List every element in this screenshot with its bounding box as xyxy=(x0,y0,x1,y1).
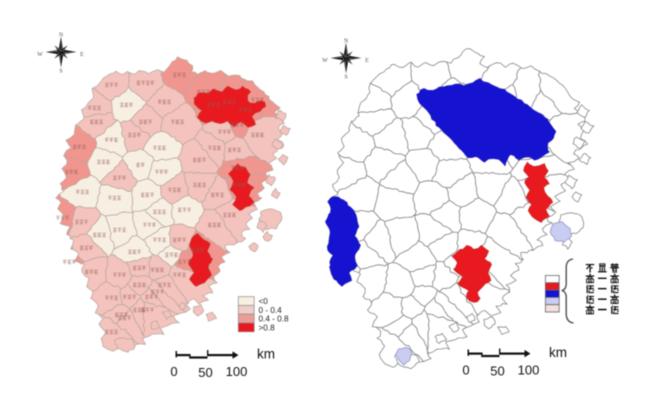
svg-text:W: W xyxy=(37,52,43,58)
svg-text:100: 100 xyxy=(226,364,248,379)
svg-text:50: 50 xyxy=(490,364,504,379)
svg-text:E: E xyxy=(80,52,84,58)
svg-text:0: 0 xyxy=(462,363,469,378)
svg-text:100: 100 xyxy=(518,363,540,378)
svg-text:0 - 0.4: 0 - 0.4 xyxy=(259,306,283,315)
svg-text:0: 0 xyxy=(170,364,177,379)
svg-text:S: S xyxy=(59,69,62,75)
svg-text:50: 50 xyxy=(198,365,212,380)
svg-text:N: N xyxy=(59,33,64,39)
svg-text:km: km xyxy=(257,347,275,362)
svg-text:S: S xyxy=(344,75,347,81)
svg-text:E: E xyxy=(365,58,369,64)
svg-text:<0: <0 xyxy=(259,297,269,306)
svg-text:W: W xyxy=(322,58,328,64)
svg-text:N: N xyxy=(344,39,349,45)
svg-text:0.4 - 0.8: 0.4 - 0.8 xyxy=(259,315,289,324)
svg-text:km: km xyxy=(549,345,567,360)
svg-text:>0.8: >0.8 xyxy=(259,323,276,332)
